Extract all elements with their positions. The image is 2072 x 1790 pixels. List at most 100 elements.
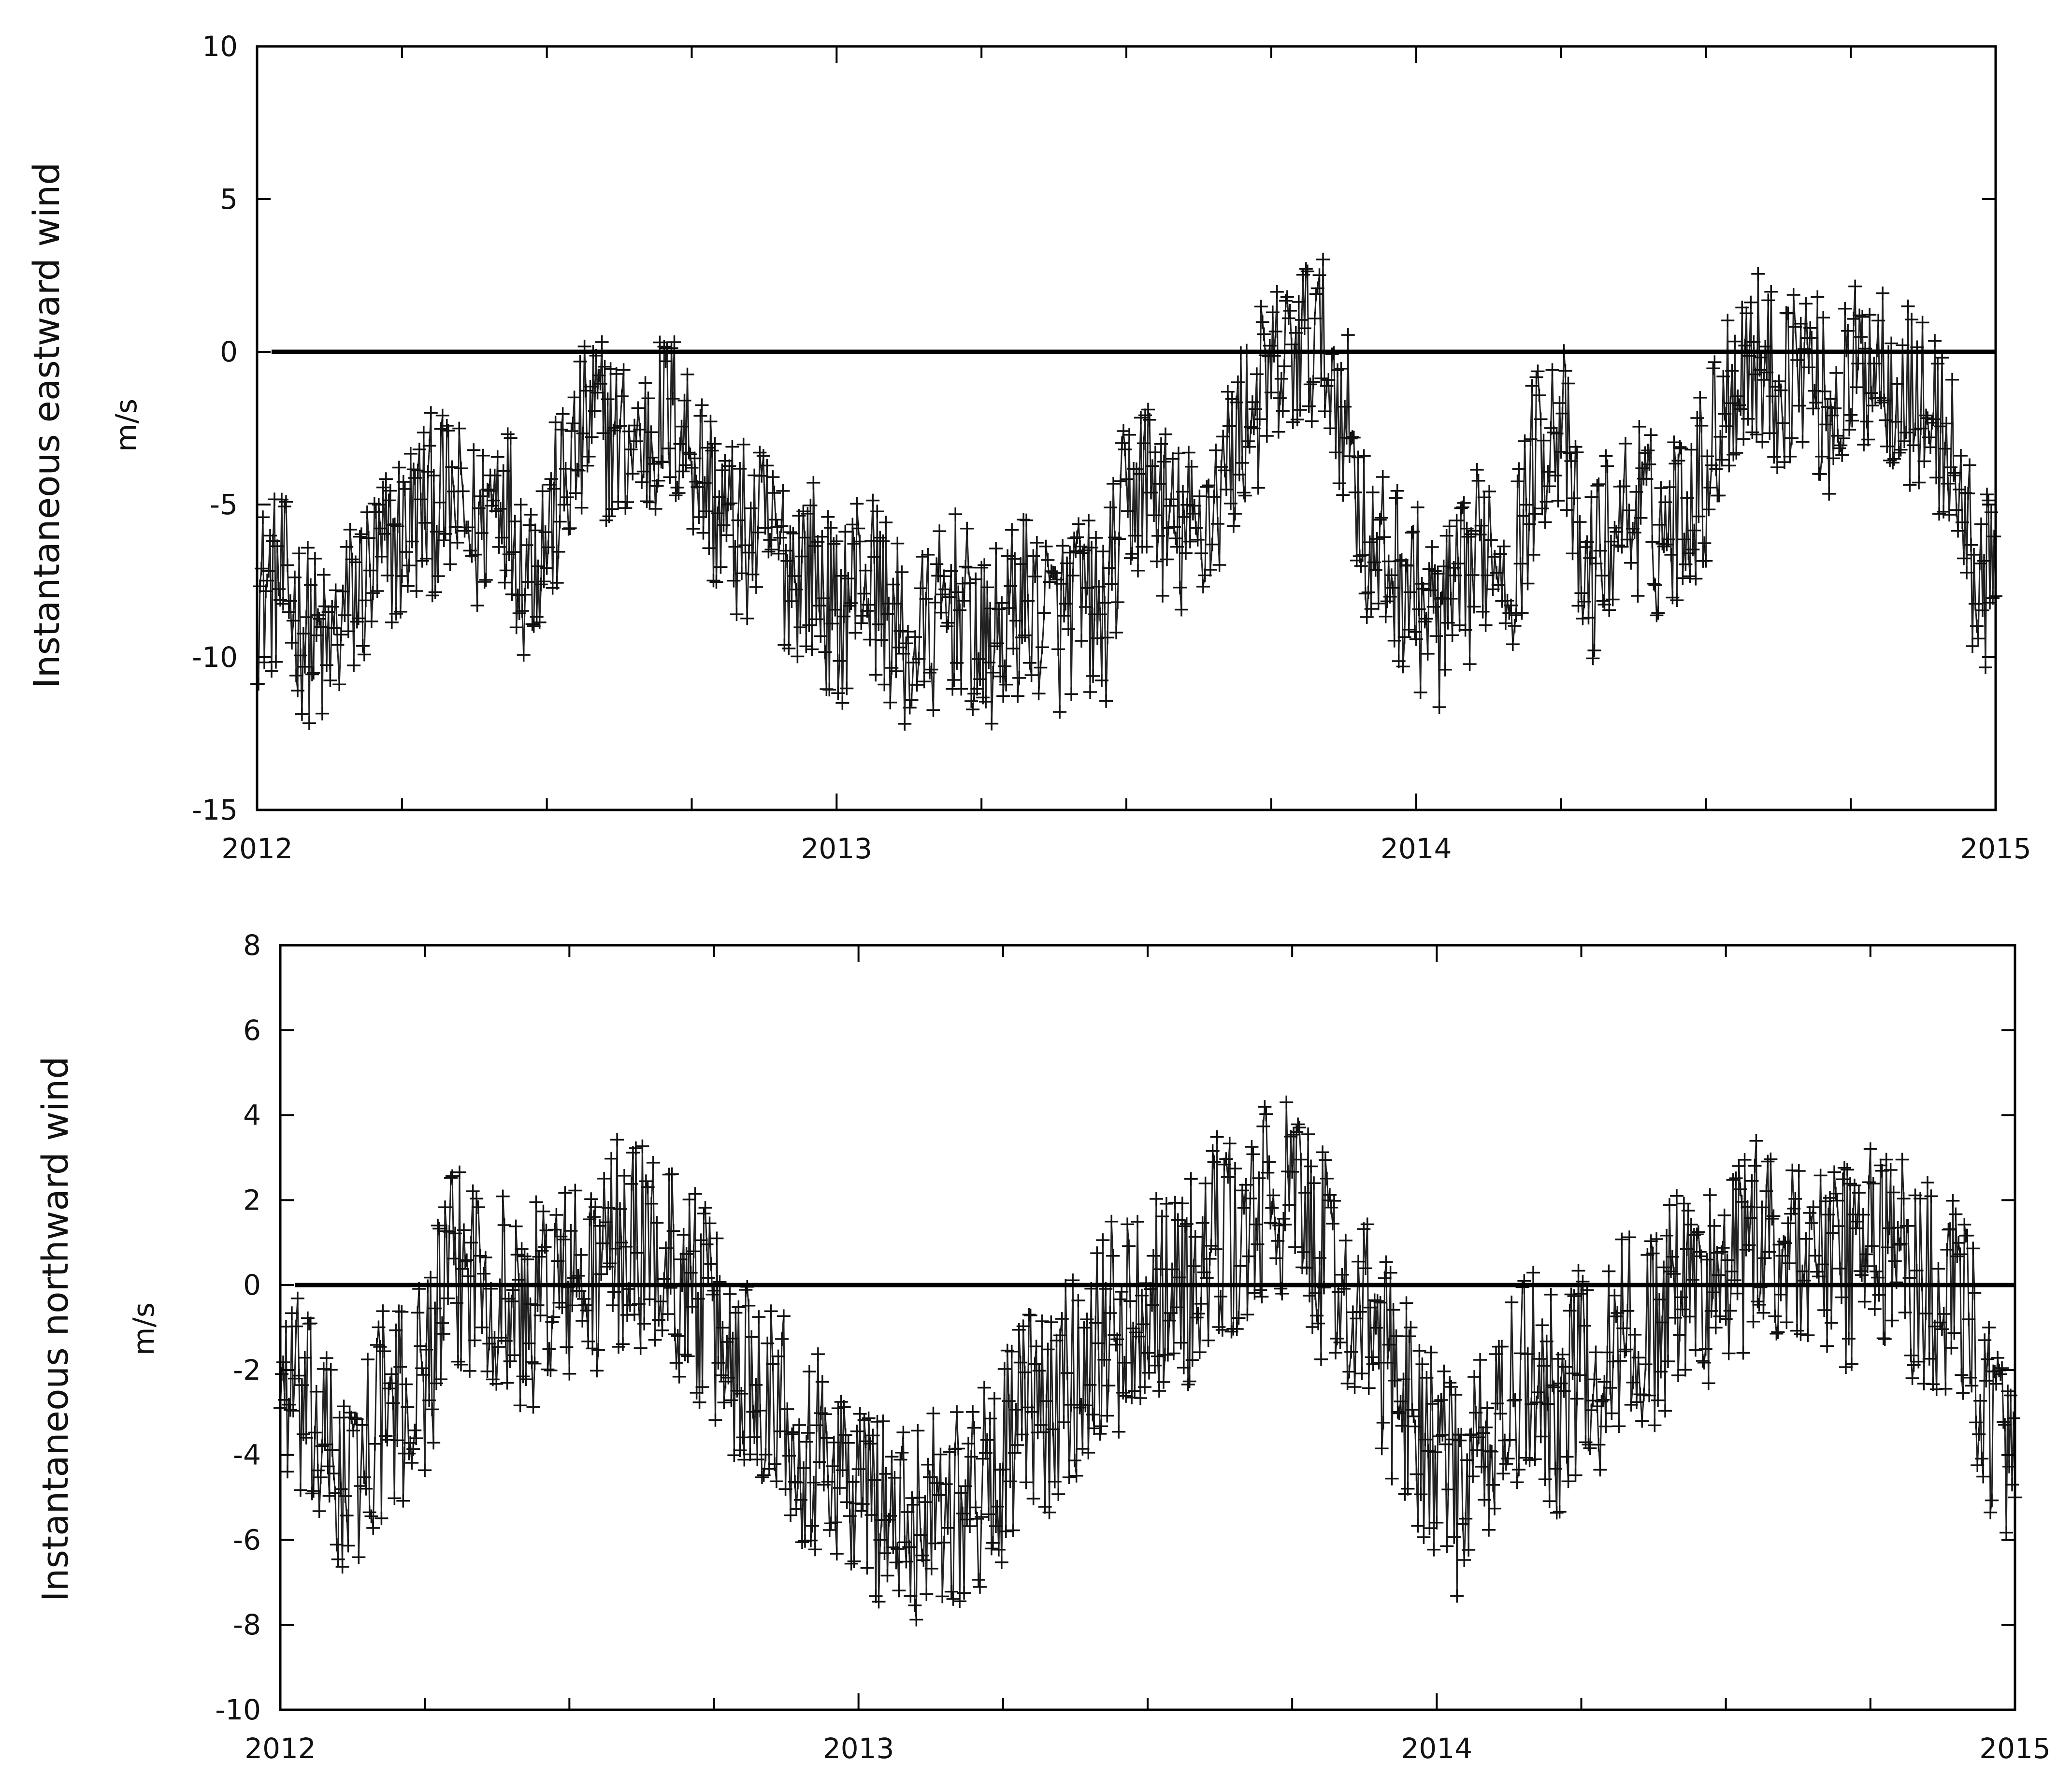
- eastward-data-point: [1379, 609, 1393, 623]
- eastward-data-point: [1967, 548, 1981, 562]
- eastward-data-point: [1818, 384, 1832, 398]
- northward-data-point: [1495, 1340, 1509, 1354]
- eastward-data-point: [1821, 400, 1835, 414]
- eastward-data-point: [742, 546, 756, 560]
- eastward-data-point: [376, 480, 390, 494]
- northward-data-point: [528, 1357, 542, 1371]
- eastward-data-point: [1709, 462, 1723, 476]
- eastward-data-point: [1712, 489, 1726, 503]
- eastward-data-point: [1519, 498, 1533, 512]
- northward-data-point: [1473, 1353, 1487, 1367]
- northward-data-point: [609, 1241, 623, 1256]
- eastward-data-point: [1308, 312, 1322, 326]
- northward-data-point: [1340, 1376, 1354, 1390]
- northward-data-point: [1994, 1367, 2008, 1381]
- northward-data-point: [1712, 1268, 1726, 1282]
- eastward-data-point: [345, 552, 359, 566]
- northward-data-point: [851, 1462, 865, 1476]
- northward-data-point: [478, 1250, 492, 1264]
- eastward-data-point: [341, 624, 355, 638]
- northward-data-point: [1282, 1198, 1296, 1212]
- northward-data-point: [794, 1493, 807, 1507]
- northward-data-point: [1417, 1530, 1431, 1544]
- northward-data-point: [1379, 1255, 1393, 1269]
- northward-data-point: [1427, 1543, 1441, 1557]
- eastward-data-point: [867, 550, 881, 564]
- eastward-data-point: [1160, 552, 1174, 566]
- northward-data-point: [532, 1250, 546, 1264]
- northward-data-point: [1431, 1395, 1445, 1408]
- northward-data-point: [332, 1411, 346, 1425]
- northward-data-point: [1755, 1200, 1769, 1214]
- northward-data-point: [1180, 1217, 1194, 1231]
- eastward-data-point: [590, 386, 604, 400]
- northward-data-point: [1803, 1206, 1817, 1220]
- northward-data-point: [879, 1467, 893, 1481]
- eastward-data-point: [1164, 492, 1178, 506]
- eastward-data-point: [1281, 311, 1295, 325]
- northward-data-point: [838, 1428, 852, 1442]
- eastward-data-point: [1531, 364, 1545, 378]
- northward-data-point: [1137, 1317, 1151, 1331]
- northward-data-point: [1752, 1298, 1766, 1312]
- eastward-data-point: [1448, 568, 1462, 582]
- eastward-data-point: [1977, 554, 1991, 568]
- eastward-data-point: [1115, 436, 1129, 450]
- northward-data-point: [1079, 1399, 1093, 1413]
- eastward-data-point: [1521, 577, 1535, 591]
- northward-data-point: [941, 1521, 955, 1535]
- northward-plot-frame: [279, 944, 2016, 1711]
- northward-data-point: [1756, 1306, 1770, 1320]
- northward-data-point: [896, 1426, 910, 1440]
- eastward-data-point: [1618, 436, 1632, 450]
- eastward-data-point: [1018, 628, 1032, 642]
- eastward-data-point: [1314, 372, 1328, 386]
- eastward-ytick-label: -10: [192, 641, 238, 674]
- eastward-data-point: [1827, 451, 1841, 465]
- northward-data-point: [1777, 1234, 1791, 1248]
- northward-data-point: [1036, 1425, 1050, 1439]
- eastward-data-point: [1484, 533, 1498, 547]
- eastward-data-point: [261, 564, 275, 578]
- eastward-data-point: [1905, 313, 1919, 327]
- eastward-data-point: [556, 407, 570, 421]
- eastward-data-point: [1463, 657, 1477, 671]
- northward-data-point: [1141, 1346, 1154, 1360]
- northward-data-point: [1018, 1365, 1032, 1379]
- northward-data-point: [1973, 1394, 1987, 1408]
- eastward-data-point: [295, 707, 309, 721]
- northward-data-point: [309, 1385, 323, 1399]
- eastward-xtick-label: 2012: [221, 832, 293, 865]
- northward-data-point: [1568, 1468, 1583, 1482]
- northward-data-point: [1574, 1287, 1588, 1301]
- northward-data-point: [519, 1372, 533, 1386]
- northward-data-point: [385, 1367, 399, 1381]
- eastward-data-point: [1674, 441, 1688, 455]
- eastward-data-point: [738, 538, 752, 552]
- eastward-data-point: [1899, 426, 1913, 440]
- eastward-data-point: [540, 561, 554, 575]
- northward-data-point: [784, 1508, 798, 1522]
- eastward-data-point: [953, 603, 967, 617]
- northward-data-point: [1412, 1344, 1426, 1358]
- eastward-data-point: [1295, 313, 1309, 327]
- northward-data-point: [1198, 1176, 1212, 1190]
- eastward-data-point: [679, 458, 693, 472]
- northward-data-point: [828, 1516, 842, 1530]
- northward-data-point: [1449, 1388, 1463, 1402]
- eastward-data-point: [722, 459, 736, 473]
- northward-ytick-label: -10: [215, 1693, 261, 1726]
- northward-data-point: [679, 1247, 693, 1261]
- northward-data-point: [1475, 1460, 1489, 1474]
- northward-data-point: [745, 1330, 759, 1344]
- eastward-ytick-label: 5: [220, 183, 238, 216]
- eastward-data-point: [1348, 485, 1362, 499]
- northward-data-point: [1989, 1377, 2003, 1391]
- eastward-data-point: [1250, 367, 1264, 381]
- eastward-data-point: [1341, 328, 1355, 342]
- eastward-data-point: [875, 633, 889, 647]
- northward-data-point: [1423, 1521, 1437, 1535]
- northward-data-point: [376, 1304, 390, 1318]
- northward-data-point: [1995, 1361, 2009, 1375]
- eastward-data-point: [538, 525, 552, 539]
